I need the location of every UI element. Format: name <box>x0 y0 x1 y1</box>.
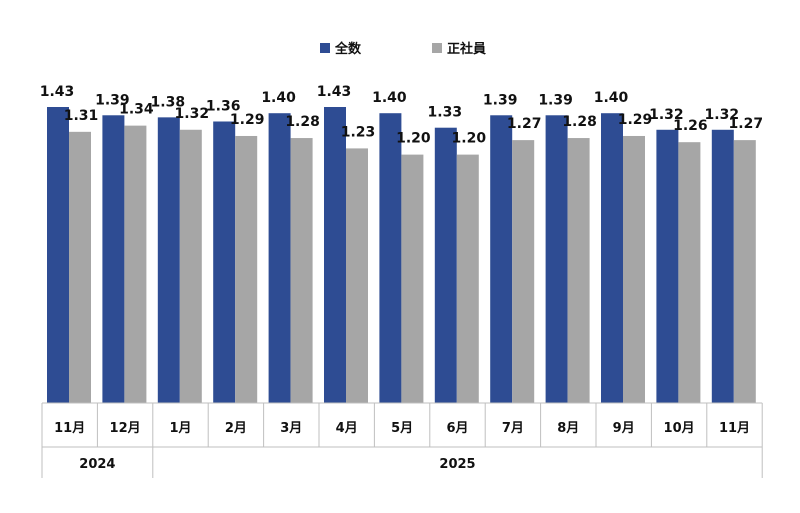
year-label-2024: 2024 <box>79 457 115 472</box>
tick-label-12: 11月 <box>719 421 750 436</box>
tick-label-11: 10月 <box>664 421 695 436</box>
value-label-全数-10: 1.40 <box>594 90 629 106</box>
bar-全数-7 <box>434 127 457 403</box>
value-label-正社員-9: 1.28 <box>562 114 597 130</box>
bar-正社員-12 <box>733 140 756 403</box>
bar-全数-6 <box>379 113 402 404</box>
value-label-全数-0: 1.43 <box>40 84 75 100</box>
bar-全数-10 <box>601 113 623 404</box>
bars <box>47 107 756 404</box>
value-label-全数-11: 1.32 <box>649 107 684 123</box>
bar-全数-0 <box>47 107 69 403</box>
value-label-正社員-4: 1.28 <box>285 114 320 130</box>
bar-全数-9 <box>545 115 568 403</box>
bar-全数-12 <box>711 129 734 403</box>
tick-label-1: 12月 <box>110 421 141 436</box>
tick-label-2: 1月 <box>169 421 191 436</box>
value-label-全数-8: 1.39 <box>483 92 518 108</box>
tick-label-0: 11月 <box>54 421 85 436</box>
tick-label-6: 5月 <box>391 421 413 436</box>
bar-全数-3 <box>213 121 236 404</box>
value-label-正社員-1: 1.34 <box>119 102 154 118</box>
legend-label-正社員: 正社員 <box>447 41 486 57</box>
value-label-正社員-8: 1.27 <box>507 116 542 132</box>
bar-正社員-7 <box>456 154 479 403</box>
bar-全数-1 <box>102 115 125 403</box>
value-label-正社員-6: 1.20 <box>396 131 431 147</box>
value-label-正社員-7: 1.20 <box>452 131 487 147</box>
value-label-正社員-2: 1.32 <box>175 106 210 122</box>
bar-正社員-3 <box>235 135 258 404</box>
value-label-正社員-5: 1.23 <box>341 124 376 140</box>
value-label-全数-1: 1.39 <box>95 92 130 108</box>
bar-正社員-10 <box>623 135 645 404</box>
tick-label-5: 4月 <box>336 421 358 436</box>
tick-label-10: 9月 <box>613 421 635 436</box>
value-label-全数-2: 1.38 <box>151 94 186 110</box>
bar-正社員-11 <box>678 142 701 403</box>
bar-全数-8 <box>490 115 513 403</box>
bar-全数-5 <box>324 107 346 403</box>
bar-正社員-9 <box>567 138 590 403</box>
legend: 全数 正社員 <box>320 41 486 57</box>
value-label-全数-4: 1.40 <box>261 90 296 106</box>
value-label-正社員-12: 1.27 <box>729 116 764 132</box>
value-label-全数-12: 1.32 <box>705 107 740 123</box>
bar-正社員-2 <box>179 129 202 403</box>
bar-全数-4 <box>268 113 291 404</box>
bar-正社員-1 <box>124 125 147 404</box>
tick-label-9: 8月 <box>557 421 579 436</box>
value-label-全数-7: 1.33 <box>428 105 463 121</box>
value-label-全数-5: 1.43 <box>317 84 352 100</box>
value-label-全数-9: 1.39 <box>538 92 573 108</box>
value-label-全数-3: 1.36 <box>206 98 241 114</box>
value-label-正社員-11: 1.26 <box>673 118 708 134</box>
bar-正社員-8 <box>512 140 535 403</box>
bar-全数-2 <box>157 117 180 404</box>
legend-swatch-正社員 <box>432 43 442 53</box>
bar-正社員-4 <box>290 138 313 403</box>
legend-label-全数: 全数 <box>334 41 362 57</box>
tick-label-8: 7月 <box>502 421 524 436</box>
year-label-2025: 2025 <box>439 457 475 472</box>
legend-swatch-全数 <box>320 43 330 53</box>
category-axis-table: 11月 12月 1月 2月 3月 4月 5月 6月 7月 8月 9月 10月 11月 2024 2025 <box>41 402 763 478</box>
bar-正社員-0 <box>69 131 91 403</box>
tick-label-4: 3月 <box>280 421 302 436</box>
tick-label-3: 2月 <box>225 421 247 436</box>
value-label-正社員-3: 1.29 <box>230 112 265 128</box>
bar-正社員-5 <box>346 148 368 403</box>
value-label-正社員-10: 1.29 <box>618 112 653 128</box>
tick-label-7: 6月 <box>446 421 468 436</box>
value-labels: 1.431.311.391.341.381.321.361.291.401.28… <box>40 84 763 147</box>
bar-正社員-6 <box>401 154 424 403</box>
bar-全数-11 <box>656 129 679 403</box>
value-label-全数-6: 1.40 <box>372 90 407 106</box>
value-label-正社員-0: 1.31 <box>64 108 99 124</box>
